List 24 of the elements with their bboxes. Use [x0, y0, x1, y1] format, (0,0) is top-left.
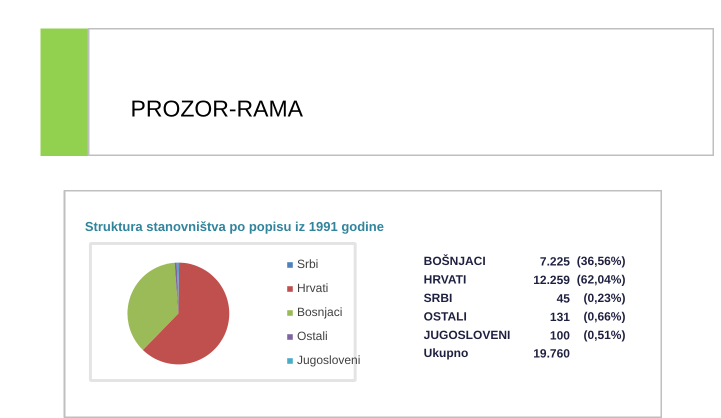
- legend-label: Ostali: [297, 328, 328, 345]
- text: (0,66%): [583, 309, 626, 324]
- chart-title: Struktura stanovništva po popisu iz 1991 godine: [84, 219, 384, 234]
- text: (0,23%): [583, 291, 626, 305]
- category-label: Ukupno: [424, 346, 468, 360]
- legend-label: Jugosloveni: [297, 352, 360, 369]
- text: 19.760: [533, 346, 570, 361]
- category-label: OSTALI: [424, 309, 467, 324]
- legend-label: Bosnjaci: [297, 304, 342, 321]
- text: (0,51%): [583, 328, 626, 342]
- text: (62,04%): [576, 272, 626, 287]
- text: (36,56%): [576, 254, 626, 268]
- category-label: HRVATI: [424, 272, 466, 287]
- text: PROZOR-RAMA: [130, 96, 304, 122]
- text: 7.225: [540, 254, 570, 269]
- legend-label: Srbi: [297, 256, 318, 273]
- category-label: BOŠNJACI: [424, 254, 486, 268]
- legend-label: Hrvati: [297, 280, 328, 297]
- category-label: JUGOSLOVENI: [424, 328, 510, 342]
- category-label: SRBI: [424, 291, 452, 305]
- text: 131: [550, 310, 570, 324]
- text: 45: [556, 292, 570, 306]
- text: 100: [550, 328, 570, 342]
- text: 12.259: [533, 273, 570, 288]
